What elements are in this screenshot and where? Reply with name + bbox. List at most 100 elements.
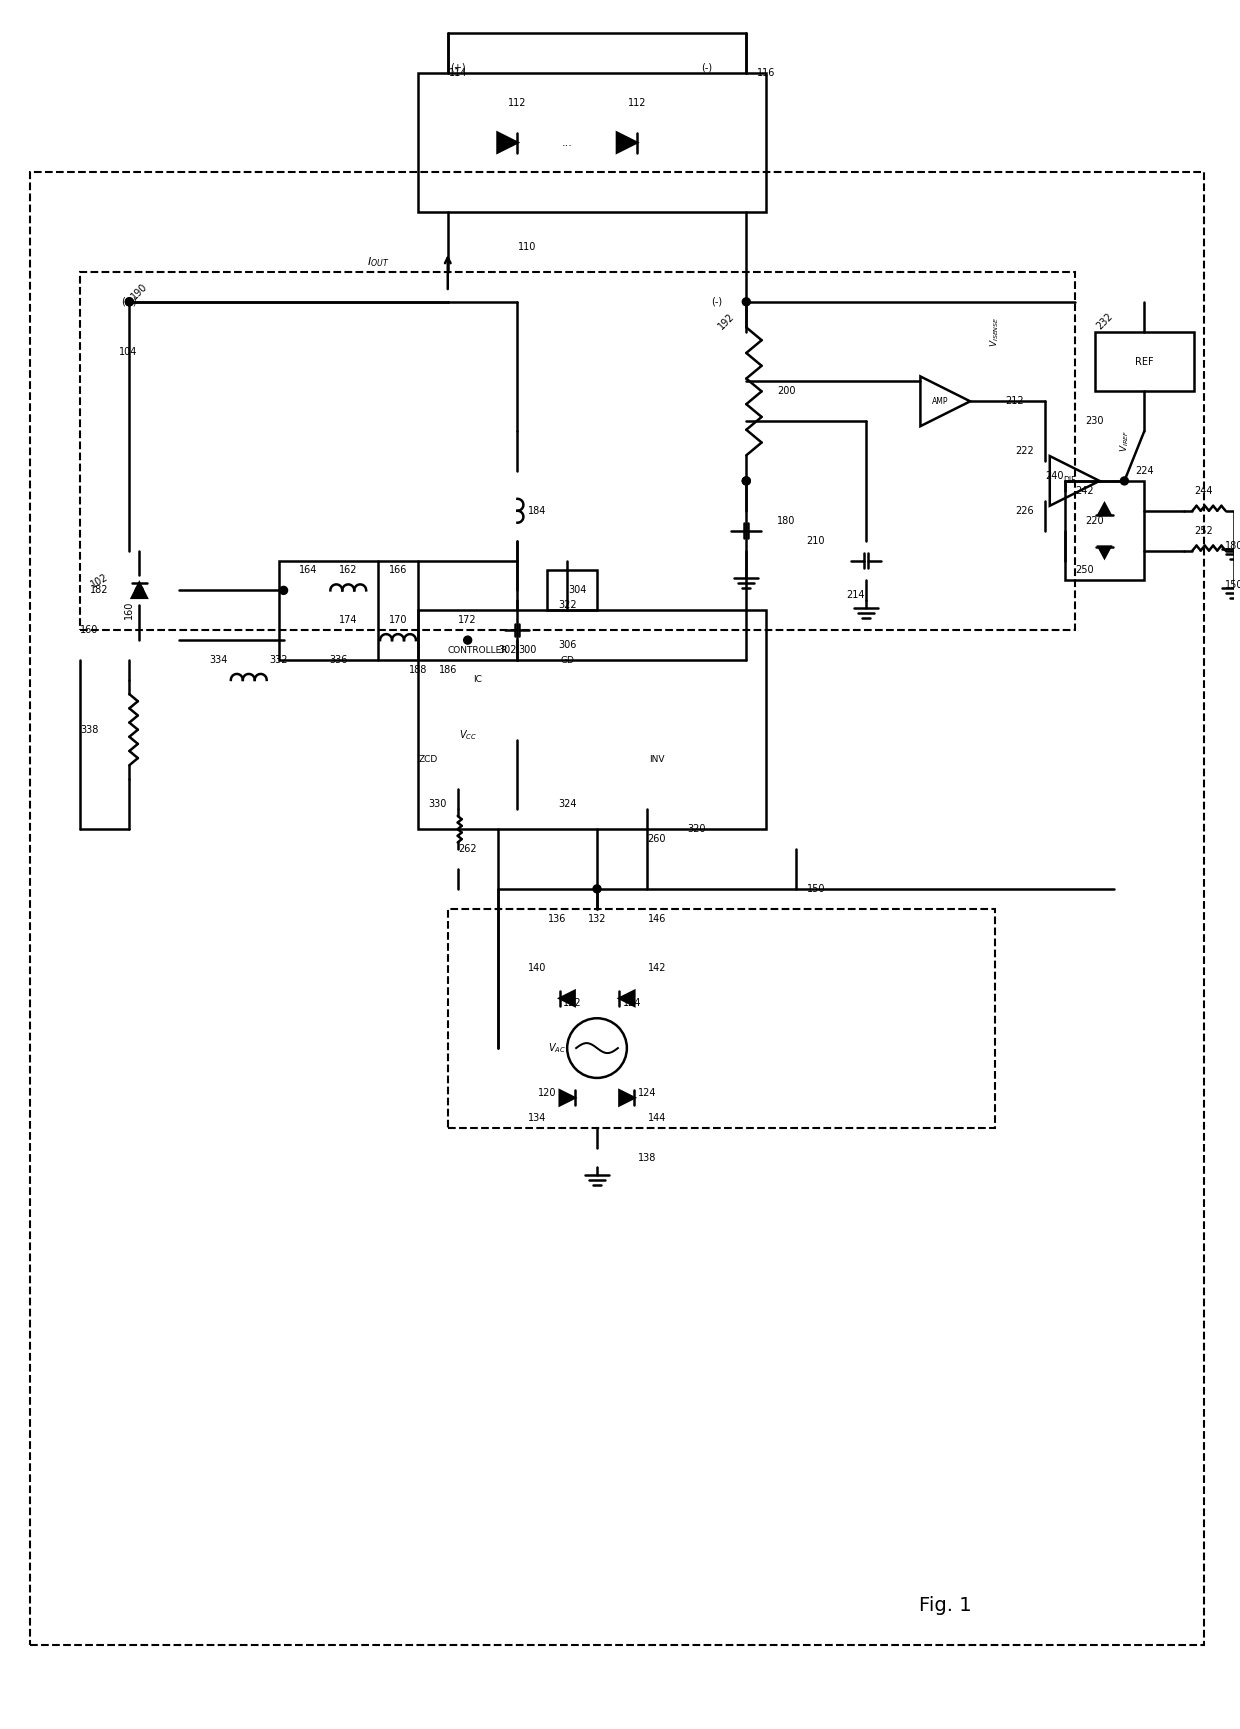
Polygon shape bbox=[131, 583, 146, 598]
Polygon shape bbox=[497, 133, 517, 152]
Text: 332: 332 bbox=[269, 655, 288, 666]
Text: 122: 122 bbox=[563, 998, 582, 1008]
Text: ...: ... bbox=[562, 138, 573, 147]
Text: 174: 174 bbox=[339, 616, 357, 626]
Text: REF: REF bbox=[1135, 356, 1153, 367]
Text: 144: 144 bbox=[647, 1113, 666, 1122]
Text: 214: 214 bbox=[847, 590, 866, 600]
Text: 244: 244 bbox=[1195, 486, 1213, 496]
Text: 250: 250 bbox=[1075, 565, 1094, 576]
Text: $V_{IREF}$: $V_{IREF}$ bbox=[1118, 431, 1131, 453]
Text: 146: 146 bbox=[647, 913, 666, 923]
Text: 240: 240 bbox=[1045, 470, 1064, 481]
Text: (+): (+) bbox=[450, 62, 465, 73]
Circle shape bbox=[125, 297, 134, 306]
Text: 302: 302 bbox=[498, 645, 517, 655]
Text: (-): (-) bbox=[701, 62, 712, 73]
Text: 138: 138 bbox=[637, 1153, 656, 1162]
Text: $V_{AC}$: $V_{AC}$ bbox=[548, 1041, 567, 1055]
Text: 210: 210 bbox=[807, 536, 825, 546]
Text: 132: 132 bbox=[588, 913, 606, 923]
Text: 320: 320 bbox=[687, 825, 706, 833]
Text: (+): (+) bbox=[122, 297, 138, 306]
Bar bbox=[418, 73, 766, 213]
Text: 166: 166 bbox=[389, 565, 407, 576]
Text: 304: 304 bbox=[568, 586, 587, 595]
Text: 324: 324 bbox=[558, 799, 577, 809]
Text: DIF: DIF bbox=[1064, 477, 1076, 486]
Polygon shape bbox=[1099, 546, 1111, 558]
Text: 186: 186 bbox=[439, 666, 458, 674]
Text: (-): (-) bbox=[711, 297, 722, 306]
Text: 142: 142 bbox=[647, 963, 666, 973]
Text: 182: 182 bbox=[91, 586, 109, 595]
Text: 188: 188 bbox=[409, 666, 427, 674]
Polygon shape bbox=[618, 133, 637, 152]
Polygon shape bbox=[559, 1091, 574, 1105]
Bar bbox=[547, 571, 596, 610]
Text: 226: 226 bbox=[1016, 507, 1034, 515]
Text: 150: 150 bbox=[1225, 581, 1240, 590]
Bar bbox=[418, 610, 766, 830]
Circle shape bbox=[125, 297, 134, 306]
Text: 300: 300 bbox=[518, 645, 537, 655]
Bar bbox=[448, 909, 994, 1127]
Text: 242: 242 bbox=[1075, 486, 1094, 496]
Text: INV: INV bbox=[649, 756, 665, 764]
Text: 124: 124 bbox=[622, 998, 641, 1008]
Text: 306: 306 bbox=[558, 640, 577, 650]
Bar bbox=[1095, 332, 1194, 391]
Circle shape bbox=[279, 586, 288, 595]
Text: 192: 192 bbox=[717, 311, 737, 332]
Text: 116: 116 bbox=[756, 67, 775, 78]
Circle shape bbox=[135, 586, 144, 595]
Bar bbox=[1065, 481, 1145, 581]
Text: 322: 322 bbox=[558, 600, 577, 610]
Text: 164: 164 bbox=[299, 565, 317, 576]
Text: 232: 232 bbox=[1095, 311, 1115, 332]
Text: ZCD: ZCD bbox=[418, 756, 438, 764]
Text: 330: 330 bbox=[429, 799, 446, 809]
Text: 124: 124 bbox=[637, 1088, 656, 1098]
Circle shape bbox=[593, 885, 601, 892]
Text: CONTROLLER: CONTROLLER bbox=[448, 645, 508, 655]
Text: GD: GD bbox=[560, 655, 574, 664]
Text: 212: 212 bbox=[1006, 396, 1024, 406]
Circle shape bbox=[1121, 477, 1128, 484]
Text: 200: 200 bbox=[776, 386, 795, 396]
Text: AMP: AMP bbox=[932, 398, 949, 406]
Text: 102: 102 bbox=[89, 572, 110, 590]
Text: 114: 114 bbox=[449, 67, 467, 78]
Circle shape bbox=[743, 477, 750, 484]
Circle shape bbox=[464, 636, 471, 645]
Text: 162: 162 bbox=[339, 565, 357, 576]
Circle shape bbox=[743, 477, 750, 484]
Text: 180: 180 bbox=[1225, 541, 1240, 550]
Polygon shape bbox=[620, 991, 635, 1006]
Text: 120: 120 bbox=[538, 1088, 557, 1098]
Text: 180: 180 bbox=[777, 515, 795, 526]
Text: Fig. 1: Fig. 1 bbox=[919, 1596, 972, 1615]
Polygon shape bbox=[559, 991, 574, 1006]
Text: 170: 170 bbox=[389, 616, 407, 626]
Text: $V_{CC}$: $V_{CC}$ bbox=[459, 728, 476, 742]
Text: 160: 160 bbox=[81, 626, 99, 635]
Text: 112: 112 bbox=[627, 99, 646, 107]
Text: 110: 110 bbox=[518, 242, 537, 252]
Text: 160: 160 bbox=[124, 602, 134, 619]
Text: 334: 334 bbox=[210, 655, 228, 666]
Text: 222: 222 bbox=[1016, 446, 1034, 456]
Bar bbox=[30, 173, 1204, 1644]
Text: 230: 230 bbox=[1085, 417, 1104, 427]
Text: 172: 172 bbox=[459, 616, 477, 626]
Polygon shape bbox=[1099, 503, 1111, 515]
Text: 184: 184 bbox=[528, 507, 547, 515]
Text: $I_{OUT}$: $I_{OUT}$ bbox=[367, 256, 389, 270]
Text: 140: 140 bbox=[528, 963, 547, 973]
Text: 338: 338 bbox=[81, 724, 99, 735]
Text: 134: 134 bbox=[528, 1113, 547, 1122]
Text: 104: 104 bbox=[119, 346, 138, 356]
Text: 190: 190 bbox=[129, 282, 149, 303]
Text: 262: 262 bbox=[459, 844, 477, 854]
Text: 224: 224 bbox=[1135, 465, 1153, 475]
